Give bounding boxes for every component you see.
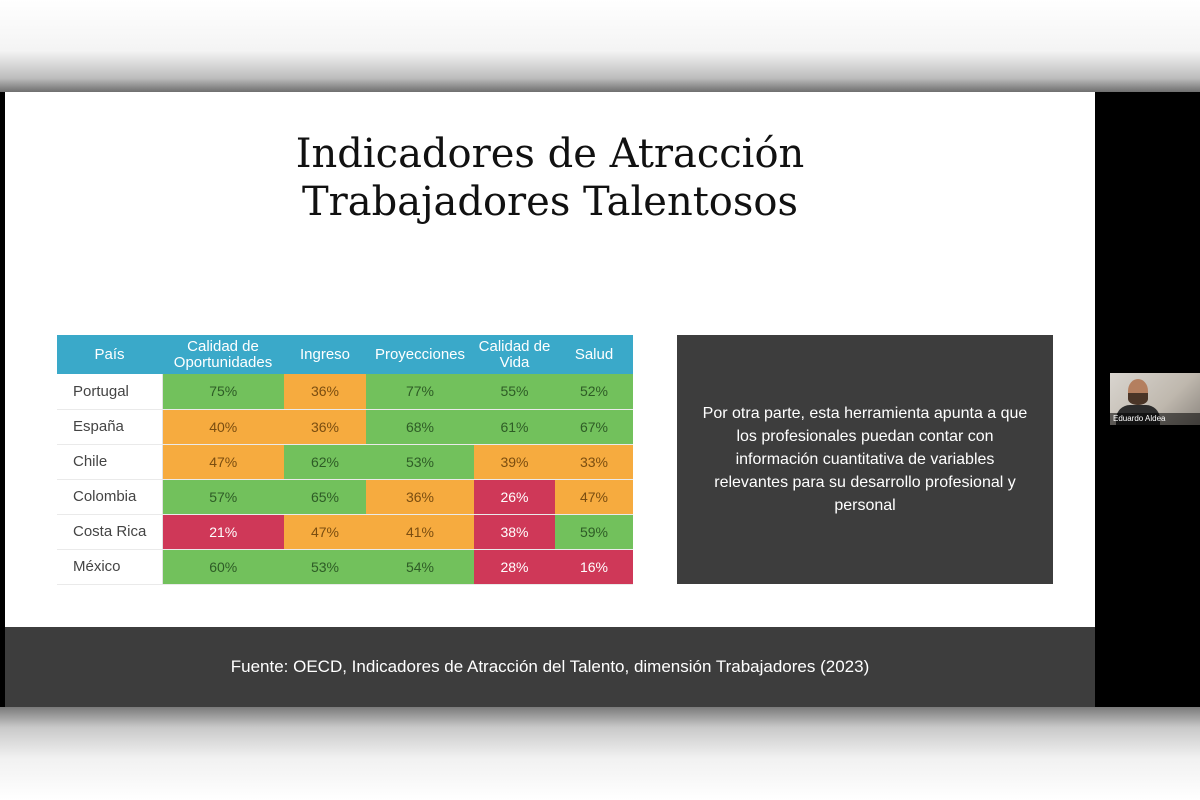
value-cell: 40% xyxy=(162,409,284,445)
column-header: Salud xyxy=(555,335,633,374)
value-cell: 33% xyxy=(555,444,633,480)
table-row: Costa Rica 21% 47% 41% 38% 59% xyxy=(57,514,633,550)
column-header: Calidad de Vida xyxy=(474,335,555,374)
value-cell: 52% xyxy=(555,374,633,410)
value-cell: 65% xyxy=(284,479,366,515)
country-cell: Chile xyxy=(57,444,163,480)
value-cell: 57% xyxy=(162,479,284,515)
value-cell: 67% xyxy=(555,409,633,445)
country-cell: México xyxy=(57,549,163,585)
value-cell: 36% xyxy=(366,479,474,515)
value-cell: 36% xyxy=(284,409,366,445)
table-row: Portugal 75% 36% 77% 55% 52% xyxy=(57,374,633,410)
value-cell: 75% xyxy=(162,374,284,410)
value-cell: 28% xyxy=(474,549,555,585)
participant-name: Eduardo Aldea xyxy=(1110,413,1200,425)
value-cell: 60% xyxy=(162,549,284,585)
value-cell: 38% xyxy=(474,514,555,550)
participant-beard xyxy=(1128,393,1148,405)
table-header-row: País Calidad de Oportunidades Ingreso Pr… xyxy=(57,335,633,374)
slide-title-line-1: Indicadores de Atracción xyxy=(295,131,805,177)
value-cell: 41% xyxy=(366,514,474,550)
value-cell: 16% xyxy=(555,549,633,585)
table-row: México 60% 53% 54% 28% 16% xyxy=(57,549,633,585)
country-cell: Colombia xyxy=(57,479,163,515)
top-blur-band xyxy=(0,0,1200,92)
value-cell: 54% xyxy=(366,549,474,585)
value-cell: 77% xyxy=(366,374,474,410)
country-cell: España xyxy=(57,409,163,445)
country-cell: Portugal xyxy=(57,374,163,410)
value-cell: 47% xyxy=(162,444,284,480)
source-footer: Fuente: OECD, Indicadores de Atracción d… xyxy=(5,627,1095,707)
presentation-slide: Indicadores de Atracción Trabajadores Ta… xyxy=(5,92,1095,707)
value-cell: 53% xyxy=(366,444,474,480)
column-header: Ingreso xyxy=(284,335,366,374)
column-header: País xyxy=(57,335,162,374)
country-cell: Costa Rica xyxy=(57,514,163,550)
value-cell: 36% xyxy=(284,374,366,410)
value-cell: 26% xyxy=(474,479,555,515)
column-header: Proyecciones xyxy=(366,335,474,374)
quote-text: Por otra parte, esta herramienta apunta … xyxy=(702,405,1028,514)
value-cell: 53% xyxy=(284,549,366,585)
source-text: Fuente: OECD, Indicadores de Atracción d… xyxy=(230,657,870,676)
value-cell: 21% xyxy=(162,514,284,550)
table-row: Chile 47% 62% 53% 39% 33% xyxy=(57,444,633,480)
value-cell: 59% xyxy=(555,514,633,550)
slide-title: Indicadores de Atracción Trabajadores Ta… xyxy=(5,130,1095,226)
value-cell: 61% xyxy=(474,409,555,445)
table-row: España 40% 36% 68% 61% 67% xyxy=(57,409,633,445)
value-cell: 39% xyxy=(474,444,555,480)
column-header: Calidad de Oportunidades xyxy=(162,335,284,374)
indicators-table: País Calidad de Oportunidades Ingreso Pr… xyxy=(57,335,633,585)
value-cell: 62% xyxy=(284,444,366,480)
table-row: Colombia 57% 65% 36% 26% 47% xyxy=(57,479,633,515)
value-cell: 47% xyxy=(555,479,633,515)
bottom-blur-band xyxy=(0,707,1200,800)
slide-title-line-2: Trabajadores Talentosos xyxy=(301,179,798,225)
participant-video-tile[interactable]: Eduardo Aldea xyxy=(1110,373,1200,425)
quote-panel: Por otra parte, esta herramienta apunta … xyxy=(677,335,1053,584)
value-cell: 68% xyxy=(366,409,474,445)
value-cell: 47% xyxy=(284,514,366,550)
value-cell: 55% xyxy=(474,374,555,410)
